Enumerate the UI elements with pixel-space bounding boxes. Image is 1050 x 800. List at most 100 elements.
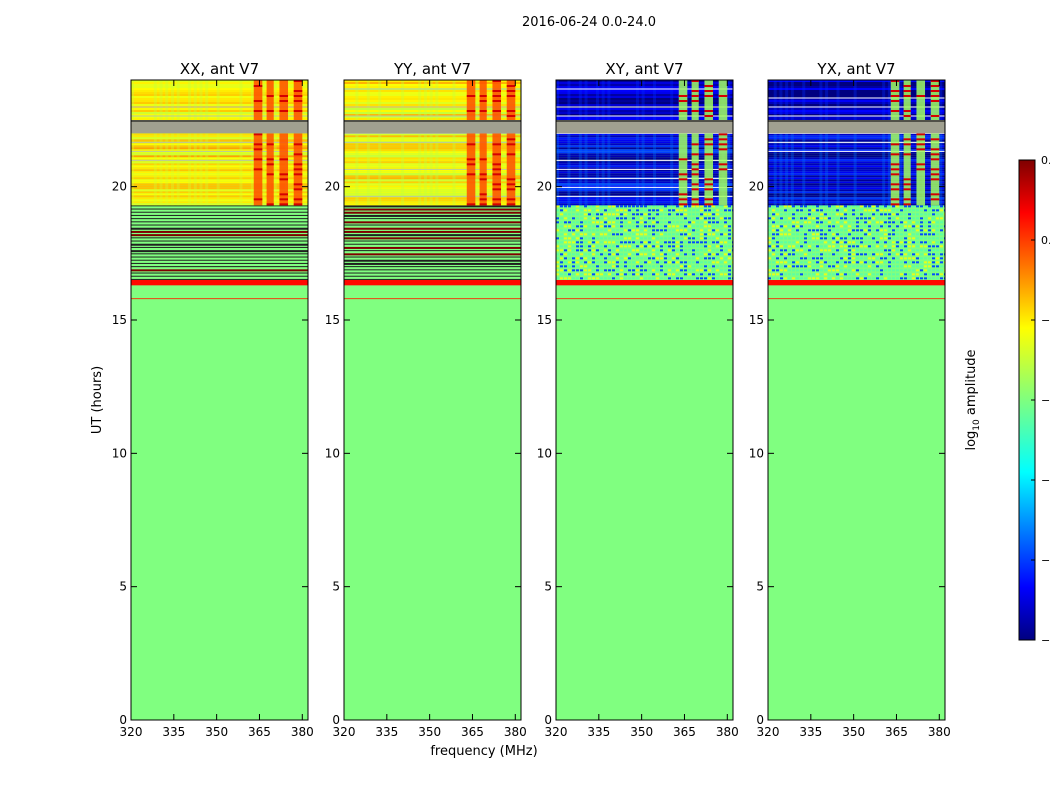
rfi-band [903,133,911,206]
x-tick-label: 365 [673,725,696,739]
panel-1: XX, ant V7 320 335 350 365 380 0 5 10 15 20 [112,60,314,739]
colorbar-tick-label: −1.0 [1041,394,1050,407]
rfi-band [466,80,476,120]
x-tick-label: 365 [885,725,908,739]
segment-3 [768,132,945,206]
x-tick-label: 335 [587,725,610,739]
y-tick-label: 15 [325,313,340,327]
segment-4 [344,120,521,134]
y-tick-label: 5 [119,580,127,594]
x-tick-label: 335 [799,725,822,739]
colorbar-label-main: log [964,431,979,451]
rfi-band [678,133,688,206]
segment-1 [768,280,945,286]
colorbar-tick-label: −1.5 [1041,474,1050,487]
segment-5 [131,80,308,120]
y-tick-label: 10 [325,446,340,460]
x-tick-label: 380 [928,725,951,739]
x-axis-label: frequency (MHz) [430,744,537,759]
y-tick-label: 5 [544,580,552,594]
y-tick-label: 10 [112,446,127,460]
panel-frame [555,79,734,721]
rfi-band [479,133,487,206]
colorbar-tick-label: −0.5 [1041,314,1050,327]
panel-3: XY, ant V7 320 335 350 365 380 0 5 10 15 20 [537,60,739,739]
segment-4 [556,120,733,134]
colorbar-label: log10 amplitude [964,349,982,450]
segment-2 [768,205,945,280]
rfi-band [506,80,516,120]
panel-title: YX, ant V7 [816,60,895,78]
colorbar-label-sub: 10 [972,419,982,431]
y-tick-label: 20 [749,180,764,194]
x-tick-label: 320 [545,725,568,739]
segment-5 [556,80,733,120]
rfi-band [903,80,911,120]
figure-suptitle: 2016-06-24 0.0-24.0 [522,15,656,30]
panel-frame [130,79,309,721]
x-tick-label: 320 [333,725,356,739]
colorbar-tick-label: 0.0 [1041,234,1050,247]
panel-4: YX, ant V7 320 335 350 365 380 0 5 10 15 20 [749,60,951,739]
x-tick-label: 335 [162,725,185,739]
segment-5 [768,80,945,120]
y-tick-label: 15 [749,313,764,327]
panel-heatmap [768,80,945,720]
y-tick-label: 20 [112,180,127,194]
x-tick-label: 380 [504,725,527,739]
rfi-band [704,133,714,206]
y-tick-label: 0 [756,713,764,727]
x-tick-label: 335 [375,725,398,739]
y-tick-label: 5 [332,580,340,594]
y-tick-label: 15 [537,313,552,327]
colorbar-tick-label: 0.5 [1041,154,1050,167]
rfi-band [266,80,274,120]
panel-title: XX, ant V7 [180,60,259,78]
panel-frame [767,79,946,721]
segment-4 [131,120,308,134]
panel-title: XY, ant V7 [605,60,683,78]
x-tick-label: 350 [418,725,441,739]
colorbar: 0.5 0.0 −0.5 −1.0 −1.5 −2.0 −2.5 log10 amplitu… [964,154,1050,647]
x-tick-label: 365 [248,725,271,739]
panel-heatmap [556,80,733,720]
y-tick-label: 20 [537,180,552,194]
x-tick-label: 380 [716,725,739,739]
rfi-band [266,133,274,206]
y-tick-label: 0 [332,713,340,727]
segment-3 [131,133,308,206]
y-axis-label: UT (hours) [90,366,105,434]
x-tick-label: 350 [205,725,228,739]
panel-heatmap [344,80,521,720]
panels-group: XX, ant V7 320 335 350 365 380 0 5 10 15 20 YY, ant… [112,60,951,739]
segment-2 [344,205,521,280]
colorbar-tick-label: −2.5 [1041,634,1050,647]
x-tick-label: 350 [842,725,865,739]
segment-5 [344,80,521,120]
segment-2 [556,205,733,280]
segment-1 [131,280,308,286]
rfi-band [718,80,728,120]
x-tick-label: 380 [291,725,314,739]
y-tick-label: 15 [112,313,127,327]
y-tick-label: 0 [119,713,127,727]
x-tick-label: 365 [461,725,484,739]
x-tick-label: 320 [120,725,143,739]
y-tick-label: 10 [749,446,764,460]
segment-1 [344,280,521,286]
segment-3 [344,132,521,206]
rfi-band [466,133,476,206]
colorbar-tick-label: −2.0 [1041,554,1050,567]
colorbar-label-rest: amplitude [964,349,979,419]
segment-2 [131,205,308,280]
rfi-band [916,80,926,120]
rfi-band [704,80,714,120]
segment-4 [768,120,945,134]
y-tick-label: 10 [537,446,552,460]
panel-heatmap [131,80,308,720]
segment-1 [556,280,733,286]
x-tick-label: 320 [757,725,780,739]
panel-title: YY, ant V7 [393,60,471,78]
colorbar-ticks: 0.5 0.0 −0.5 −1.0 −1.5 −2.0 −2.5 [1031,154,1050,647]
